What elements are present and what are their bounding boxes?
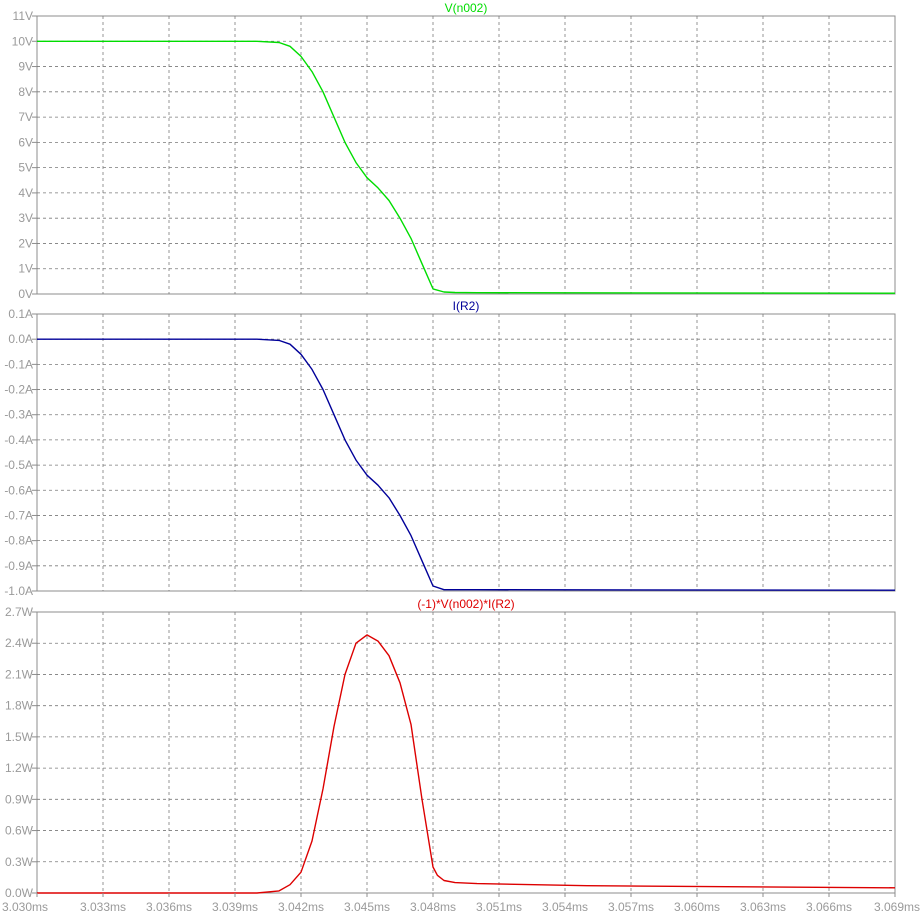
y-tick-label: 0V	[18, 287, 33, 301]
y-tick-label: 1.8W	[5, 699, 34, 713]
plot-frame-3	[36, 611, 896, 894]
y-tick-label: 0.3W	[5, 855, 34, 869]
trace-title-1: V(n002)	[445, 1, 488, 15]
trace-title-2: I(R2)	[453, 299, 480, 313]
x-tick-label: 3.033ms	[80, 900, 126, 914]
y-tick-label: 2.4W	[5, 636, 34, 650]
y-tick-label: 11V	[13, 9, 33, 23]
x-tick-label: 3.051ms	[476, 900, 522, 914]
x-tick-label: 3.066ms	[806, 900, 852, 914]
y-tick-label: -0.1A	[4, 357, 33, 371]
x-tick-label: 3.063ms	[740, 900, 786, 914]
y-tick-label: 0.6W	[5, 824, 34, 838]
y-tick-label: 7V	[18, 110, 33, 124]
plot-frame-2	[36, 313, 896, 592]
y-tick-label: -0.3A	[4, 408, 33, 422]
y-tick-label: -1.0A	[4, 584, 33, 598]
y-tick-label: 10V	[12, 34, 33, 48]
y-tick-label: -0.6A	[4, 483, 33, 497]
y-tick-label: 0.1A	[8, 307, 33, 321]
x-tick-label: 3.030ms	[2, 900, 48, 914]
y-tick-label: 5V	[18, 161, 33, 175]
x-tick-label: 3.054ms	[542, 900, 588, 914]
series-line-3	[37, 634, 896, 894]
x-tick-label: 3.039ms	[212, 900, 258, 914]
y-tick-label: 9V	[18, 60, 33, 74]
y-tick-label: -0.9A	[4, 559, 33, 573]
y-tick-label: -0.4A	[4, 433, 33, 447]
x-tick-label: 3.069ms	[874, 900, 920, 914]
y-tick-label: 1.2W	[5, 761, 34, 775]
y-tick-label: 6V	[18, 135, 33, 149]
x-tick-label: 3.060ms	[674, 900, 720, 914]
y-tick-label: -0.7A	[4, 508, 33, 522]
y-tick-label: -0.5A	[4, 458, 33, 472]
y-tick-label: 0.0A	[8, 332, 33, 346]
y-tick-label: 0.0W	[5, 886, 34, 900]
plot-frame-1	[36, 15, 896, 295]
y-tick-label: 1.5W	[5, 730, 34, 744]
x-tick-label: 3.045ms	[344, 900, 390, 914]
y-tick-label: 2.7W	[5, 605, 34, 619]
x-tick-label: 3.057ms	[608, 900, 654, 914]
y-tick-label: 0.9W	[5, 792, 34, 806]
x-tick-label: 3.042ms	[278, 900, 324, 914]
y-tick-label: 4V	[18, 186, 33, 200]
series-line-2	[37, 338, 896, 591]
y-tick-label: 3V	[18, 211, 33, 225]
y-tick-label: 2V	[18, 236, 33, 250]
y-tick-label: 2.1W	[5, 667, 34, 681]
y-tick-label: 1V	[18, 262, 33, 276]
y-tick-label: 8V	[18, 85, 33, 99]
y-tick-label: -0.2A	[4, 383, 33, 397]
x-tick-label: 3.036ms	[146, 900, 192, 914]
x-tick-label: 3.048ms	[410, 900, 456, 914]
y-tick-label: -0.8A	[4, 534, 33, 548]
trace-title-3: (-1)*V(n002)*I(R2)	[417, 597, 514, 611]
series-line-1	[37, 40, 896, 294]
